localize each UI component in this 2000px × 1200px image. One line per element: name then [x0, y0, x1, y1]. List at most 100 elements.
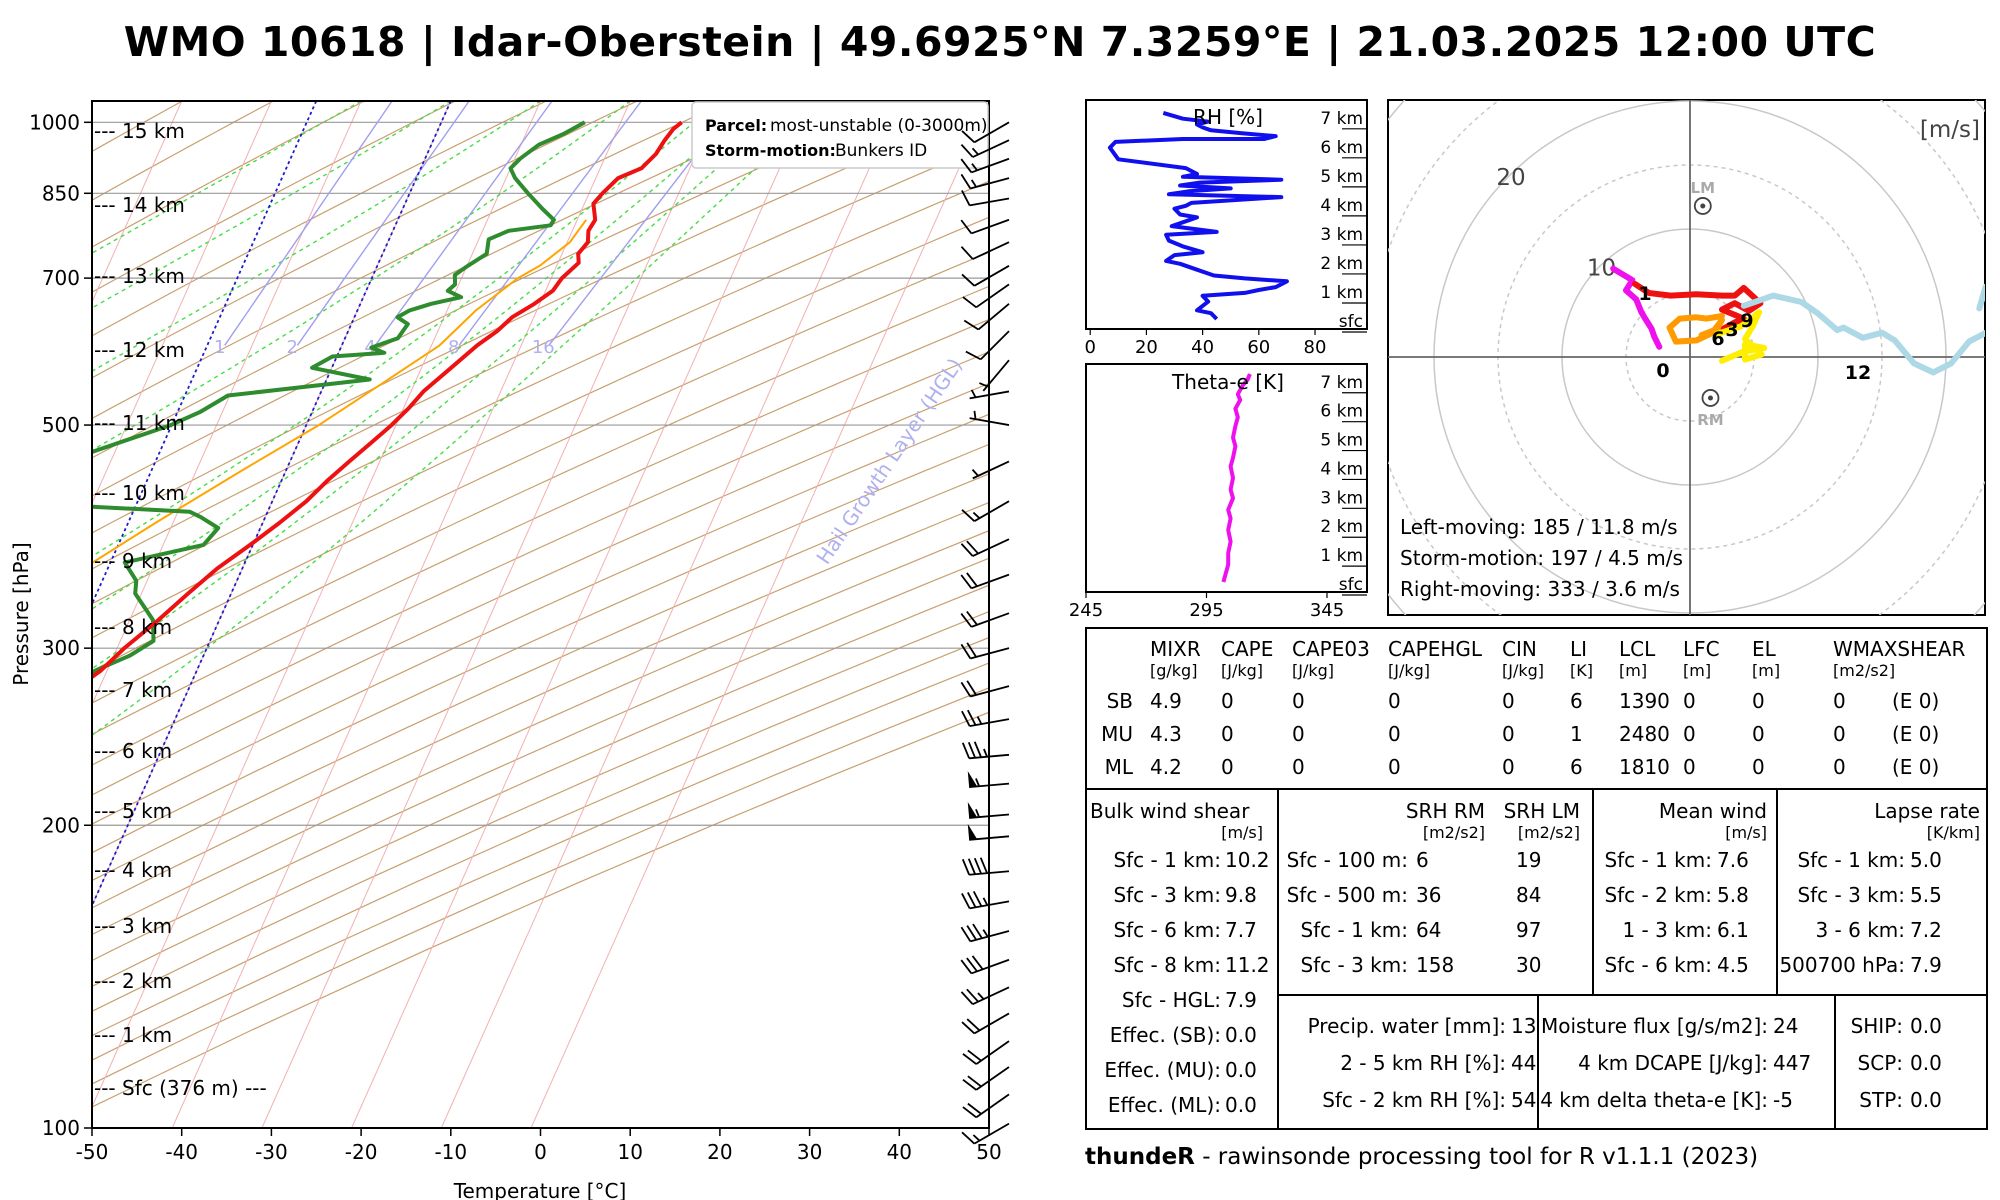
index-header: WMAXSHEAR: [1833, 637, 1965, 661]
height-label: --- 14 km: [94, 193, 185, 217]
temp-tick-label: 10: [617, 1140, 642, 1164]
temp-tick-label: -30: [255, 1140, 288, 1164]
srh-lm-value: 30: [1516, 953, 1541, 977]
hodograph-info-right: Right-moving: 333 / 3.6 m/s: [1400, 577, 1680, 601]
barb-full: [960, 613, 973, 628]
legend-parcel-value: most-unstable (0-3000m): [770, 116, 988, 136]
height-label: --- 13 km: [94, 264, 185, 288]
barb-half: [982, 929, 989, 938]
barb-shaft: [969, 197, 1010, 207]
isotherm: [92, 101, 183, 304]
mixing-ratio-label: 16: [532, 337, 555, 358]
rh-profile: [1107, 110, 1289, 321]
temp-tick-label: 40: [887, 1140, 912, 1164]
index-cell-extra: (E 0): [1892, 755, 1939, 779]
mean-wind-label: Sfc - 2 km:: [1604, 883, 1712, 907]
profile-temperature: [92, 120, 683, 680]
barb-shaft: [977, 303, 1010, 331]
barb-full: [961, 509, 975, 522]
storm-motion-label: LM: [1691, 179, 1716, 197]
pressure-tick-label: 500: [42, 413, 80, 437]
x-tick-label: 60: [1247, 337, 1270, 358]
height-label: --- 2 km: [94, 969, 172, 993]
index-cell: 1: [1570, 722, 1583, 746]
bulk-shear-value: 9.8: [1225, 883, 1257, 907]
height-label: --- 9 km: [94, 549, 172, 573]
barb-full: [961, 190, 971, 206]
km-label: 5 km: [1320, 431, 1363, 451]
moisture-value: 54: [1511, 1088, 1536, 1112]
hgl-line: [92, 101, 452, 908]
bulk-shear-label: Sfc - 6 km:: [1113, 918, 1221, 942]
barb-full: [960, 926, 972, 942]
dry-adiabat: [92, 711, 989, 1108]
barb-half: [970, 389, 977, 398]
dry-adiabat: [92, 251, 989, 672]
km-label: 3 km: [1320, 488, 1363, 508]
index-cell: 6: [1570, 755, 1583, 779]
barb-full: [961, 1021, 975, 1035]
footer-credit: thundeR - rawinsonde processing tool for…: [1085, 1144, 1985, 1170]
pressure-tick-label: 200: [42, 813, 80, 837]
hodograph-info-left: Left-moving: 185 / 11.8 m/s: [1400, 515, 1678, 539]
barb-shaft: [969, 900, 1010, 910]
barb-half: [971, 147, 979, 156]
barb-full: [966, 540, 979, 555]
barb-half: [972, 511, 981, 519]
barb-shaft: [972, 986, 1010, 1006]
flux-value: 447: [1773, 1051, 1811, 1075]
pressure-tick-label: 300: [42, 636, 80, 660]
profile-parcel: [92, 219, 588, 565]
footer-brand: thundeR: [1085, 1144, 1195, 1170]
srh-rm-value: 36: [1416, 883, 1441, 907]
barb-shaft: [971, 612, 1010, 628]
barb-flag: [967, 823, 978, 840]
bulk-shear-label: Sfc - HGL:: [1122, 988, 1221, 1012]
km-label: 2 km: [1320, 254, 1363, 274]
km-label: sfc: [1339, 575, 1363, 595]
index-cell: 6: [1570, 689, 1583, 713]
km-label: 3 km: [1320, 225, 1363, 245]
barb-full: [973, 857, 982, 875]
bulk-shear-label: Sfc - 1 km:: [1113, 848, 1221, 872]
index-header-unit: [J/kg]: [1388, 661, 1430, 680]
km-label: 5 km: [1320, 167, 1363, 187]
barb-full: [967, 1102, 982, 1115]
barb-full: [966, 642, 977, 658]
wind-barb: [962, 1093, 1010, 1119]
height-label: --- 7 km: [94, 678, 172, 702]
barb-full: [967, 892, 977, 908]
index-row-label: SB: [1107, 689, 1133, 713]
wind-barb: [960, 610, 1010, 628]
isotherm: [92, 101, 272, 505]
barb-full: [960, 681, 972, 698]
wind-barb: [960, 538, 1010, 557]
lapse-label: 500700 hPa:: [1779, 953, 1905, 977]
height-label: --- 11 km: [94, 411, 185, 435]
barb-full: [967, 741, 976, 759]
index-header: CIN: [1502, 637, 1537, 661]
barb-full: [961, 858, 970, 876]
wind-barb: [967, 802, 1010, 819]
wind-barbs: [960, 121, 1010, 1145]
barb-full: [960, 959, 973, 974]
index-cell: 0: [1292, 689, 1305, 713]
lapse-value: 7.9: [1910, 953, 1942, 977]
wind-barb: [960, 572, 1010, 590]
bulk-shear-value: 11.2: [1225, 953, 1270, 977]
pressure-tick-label: 850: [42, 181, 80, 205]
barb-half: [976, 716, 983, 725]
dry-adiabat: [92, 101, 911, 497]
wind-barb: [962, 1040, 1010, 1065]
isotherm: [92, 101, 452, 907]
skewt-profiles: [92, 120, 683, 680]
lapse-unit: [K/km]: [1927, 823, 1980, 842]
barb-half: [970, 179, 977, 188]
barb-shaft: [980, 330, 1010, 361]
barb-shaft: [970, 930, 1010, 943]
km-label: 7 km: [1320, 109, 1363, 129]
composite-value: 0.0: [1910, 1088, 1942, 1112]
km-label: 1 km: [1320, 546, 1363, 566]
hodograph-trace: LM RM 0 1 369 12: [1610, 179, 1985, 429]
mean-wind-label: 1 - 3 km:: [1622, 918, 1712, 942]
